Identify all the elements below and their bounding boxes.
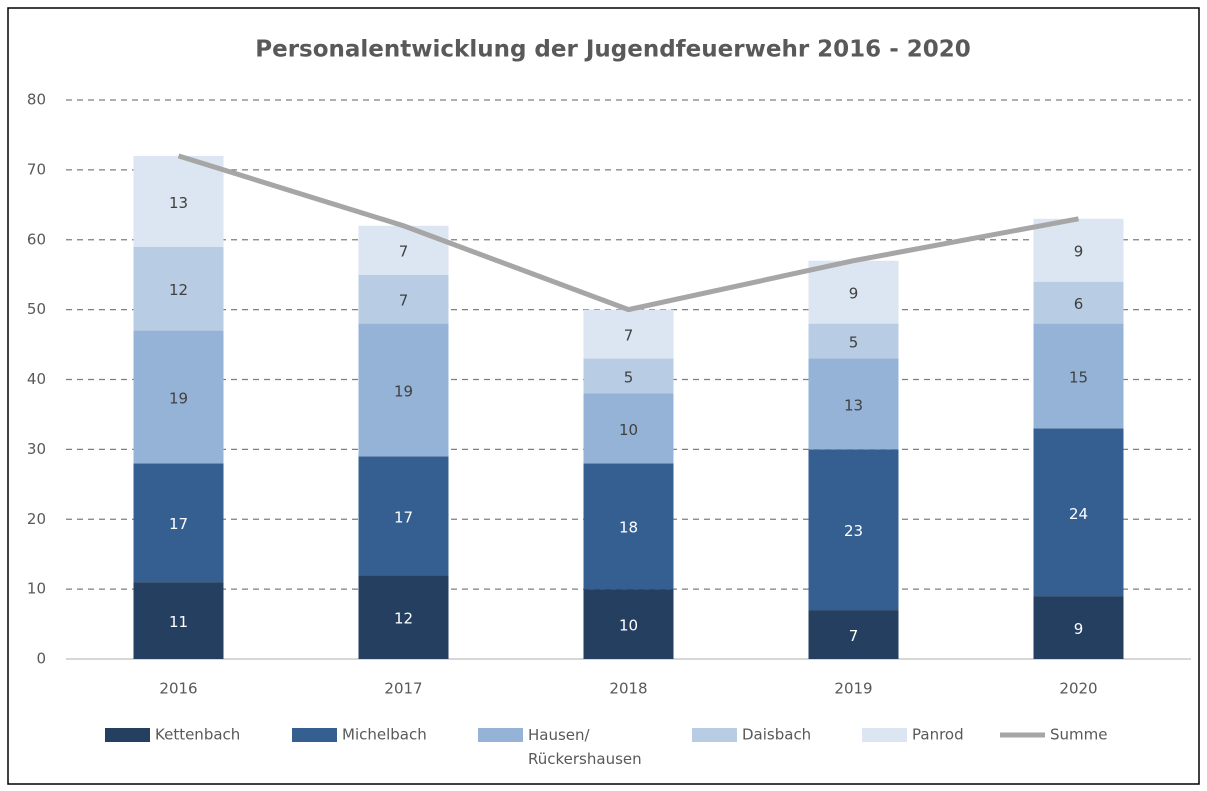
legend-label: Summe: [1050, 726, 1107, 744]
data-label: 5: [849, 334, 859, 352]
y-tick-label: 50: [27, 300, 46, 318]
bar-segment: [358, 323, 449, 457]
data-label: 9: [849, 285, 859, 303]
legend-label: Kettenbach: [155, 726, 240, 744]
bar-segment: [808, 260, 899, 324]
y-tick-label: 60: [27, 230, 46, 248]
y-tick-label: 0: [36, 650, 46, 668]
bar-segment: [358, 575, 449, 659]
data-label: 23: [844, 522, 863, 540]
data-label: 9: [1074, 243, 1084, 261]
x-tick-label: 2020: [1059, 680, 1097, 698]
data-label: 10: [619, 617, 638, 635]
bar-segment: [583, 393, 674, 464]
y-tick-label: 80: [27, 91, 46, 109]
bar-segment: [808, 610, 899, 659]
data-label: 9: [1074, 620, 1084, 638]
data-label: 12: [169, 281, 188, 299]
y-tick-label: 10: [27, 580, 46, 598]
y-tick-label: 40: [27, 370, 46, 388]
bar-segment: [358, 456, 449, 576]
legend-label: Panrod: [912, 726, 964, 744]
bar-segment: [133, 330, 224, 464]
data-label: 13: [169, 194, 188, 212]
y-tick-label: 20: [27, 510, 46, 528]
data-label: 15: [1069, 369, 1088, 387]
data-label: 19: [169, 389, 188, 407]
data-label: 13: [844, 396, 863, 414]
bar-segment: [1033, 323, 1124, 429]
data-label: 10: [619, 421, 638, 439]
bar-segment: [583, 589, 674, 659]
bar-segment: [583, 309, 674, 359]
legend-swatch: [692, 728, 737, 742]
data-label: 19: [394, 382, 413, 400]
data-label: 12: [394, 610, 413, 628]
data-label: 17: [169, 515, 188, 533]
legend-swatch: [292, 728, 337, 742]
data-label: 24: [1069, 505, 1088, 523]
bar-segment: [808, 323, 899, 359]
bar-segment: [583, 463, 674, 590]
data-label: 7: [399, 243, 409, 261]
data-label: 5: [624, 369, 634, 387]
legend-swatch: [478, 728, 523, 742]
legend-swatch: [862, 728, 907, 742]
x-tick-label: 2018: [609, 680, 647, 698]
line-series: [177, 153, 1079, 313]
bar-segment: [358, 274, 449, 324]
x-tick-label: 2017: [384, 680, 422, 698]
legend-label-line: Hausen/: [528, 726, 591, 744]
bar-segment: [133, 246, 224, 331]
x-tick-label: 2019: [834, 680, 872, 698]
y-tick-label: 70: [27, 160, 46, 178]
data-label: 17: [394, 508, 413, 526]
data-label: 7: [624, 327, 634, 345]
bar-segment: [583, 358, 674, 394]
bar-segment: [133, 582, 224, 659]
data-label: 6: [1074, 295, 1084, 313]
bar-segment: [1033, 596, 1124, 659]
bar-segment: [133, 155, 224, 247]
bar-segment: [808, 358, 899, 450]
legend-label: Hausen/Rückershausen: [528, 726, 642, 768]
bar-segment: [808, 449, 899, 611]
legend-label: Daisbach: [742, 726, 811, 744]
x-tick-label: 2016: [159, 680, 197, 698]
bar-segment: [1033, 218, 1124, 282]
chart-title: Personalentwicklung der Jugendfeuerwehr …: [255, 37, 971, 63]
data-label: 7: [399, 292, 409, 310]
y-tick-label: 30: [27, 440, 46, 458]
data-label: 18: [619, 519, 638, 537]
data-label: 7: [849, 627, 859, 645]
data-label: 11: [169, 613, 188, 631]
bar-segment: [133, 463, 224, 583]
bar-segment: [358, 225, 449, 275]
legend-swatch: [105, 728, 150, 742]
legend-label-line: Rückershausen: [528, 750, 642, 768]
bar-segment: [1033, 428, 1124, 597]
bar-segment: [1033, 281, 1124, 324]
legend-label: Michelbach: [342, 726, 427, 744]
